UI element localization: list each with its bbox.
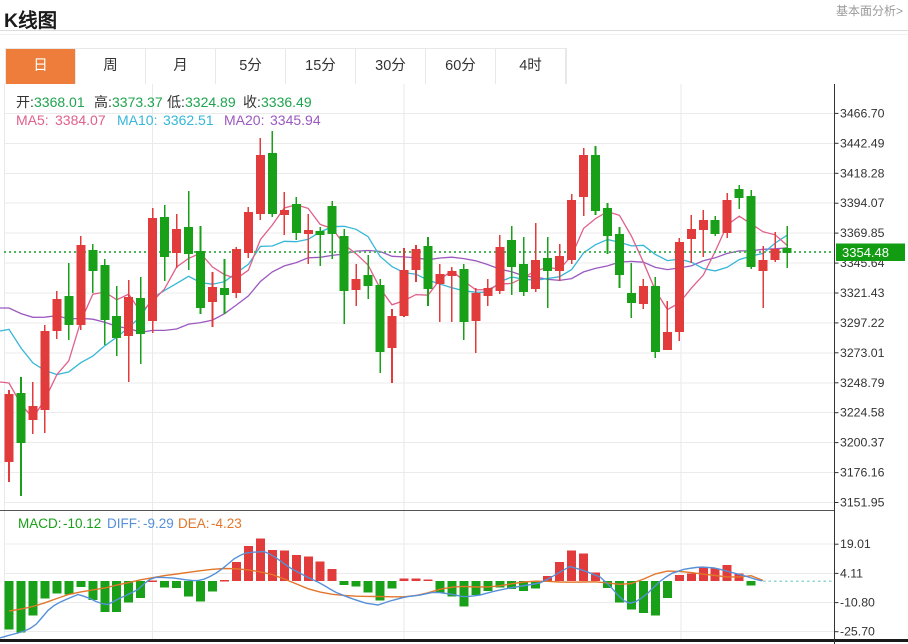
- svg-text:3466.70: 3466.70: [840, 106, 885, 120]
- svg-text:19.01: 19.01: [840, 537, 871, 551]
- svg-text:3248.79: 3248.79: [840, 376, 885, 390]
- svg-text:3369.85: 3369.85: [840, 226, 885, 240]
- svg-text:3354.48: 3354.48: [842, 245, 889, 260]
- svg-text:-10.80: -10.80: [840, 596, 875, 610]
- svg-text:-25.70: -25.70: [840, 625, 875, 639]
- svg-text:3394.07: 3394.07: [840, 196, 885, 210]
- svg-text:3224.58: 3224.58: [840, 406, 885, 420]
- svg-text:3418.28: 3418.28: [840, 166, 885, 180]
- svg-text:3321.43: 3321.43: [840, 286, 885, 300]
- svg-text:开:3368.01高:3373.37低:3324.89收:3: 开:3368.01 高:3373.37 低:3324.89 收:3336.49: [16, 94, 312, 110]
- svg-text:4.11: 4.11: [840, 566, 863, 580]
- svg-text:3151.95: 3151.95: [840, 496, 885, 510]
- svg-text:3200.37: 3200.37: [840, 436, 885, 450]
- svg-text:3442.49: 3442.49: [840, 136, 885, 150]
- svg-text:3273.01: 3273.01: [840, 346, 885, 360]
- svg-text:3297.22: 3297.22: [840, 316, 885, 330]
- svg-text:3176.16: 3176.16: [840, 466, 885, 480]
